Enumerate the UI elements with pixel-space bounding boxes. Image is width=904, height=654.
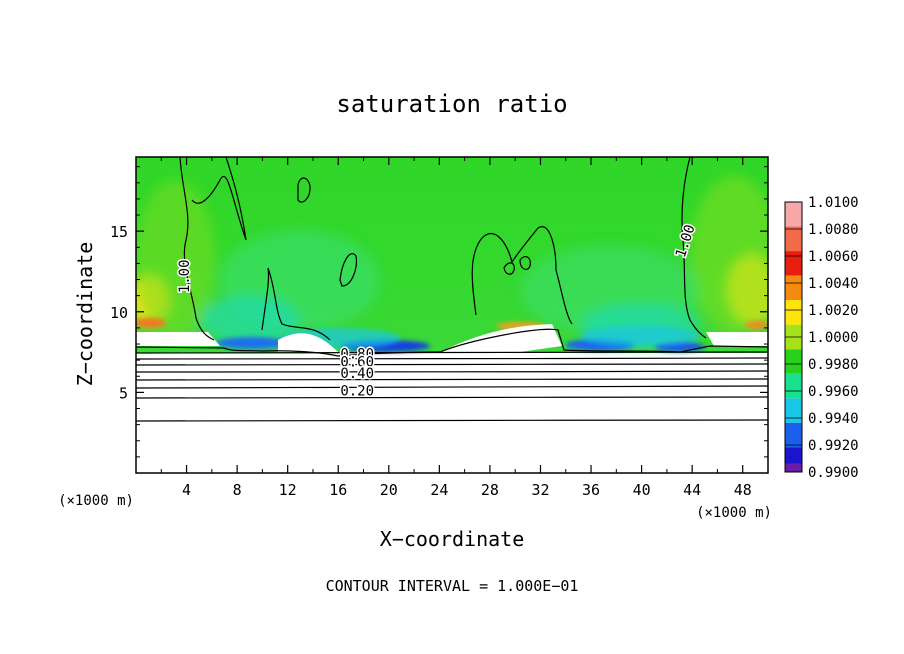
white-notch-right <box>706 332 768 346</box>
x-tick-label-4: 4 <box>182 481 191 499</box>
y-tick-label-10: 10 <box>110 304 128 322</box>
white-notch-left <box>136 332 220 346</box>
contour-blob-1 <box>297 177 311 203</box>
contour-blob-3 <box>503 262 515 275</box>
colorbar-label-0.9900: 0.9900 <box>808 465 859 481</box>
colorbar: 1.0100 1.0080 1.0060 1.0040 1.0020 1.0000 0.99… <box>784 195 859 481</box>
colorbar-label-1.0040: 1.0040 <box>808 276 859 292</box>
y-tick-label-15: 15 <box>110 223 128 241</box>
contour-1-00-right <box>681 157 707 339</box>
colorbar-swatch-0.9980 <box>785 349 802 374</box>
contour-0-30 <box>136 385 768 389</box>
colorbar-label-0.9980: 0.9980 <box>808 357 859 373</box>
field-orange-right <box>745 321 768 329</box>
y-axis: 5 10 15 <box>110 166 768 458</box>
x-axis: 4 8 12 16 20 24 28 32 36 40 44 48 <box>160 157 752 499</box>
colorbar-label-0.9960: 0.9960 <box>808 384 859 400</box>
field-blue-1 <box>216 337 288 349</box>
colorbar-swatch-0.9960 <box>785 373 802 399</box>
contour-label-3: 0.60 <box>340 355 374 371</box>
contour-1-00-mid-left <box>261 267 331 341</box>
contour-0-60 <box>136 363 768 366</box>
x-tick-label-32: 32 <box>531 481 549 499</box>
x-tick-label-36: 36 <box>582 481 600 499</box>
field-lightgreen-right <box>690 175 768 335</box>
colorbar-swatch-1.0020 <box>785 300 802 325</box>
colorbar-swatch-0.9940 <box>785 398 802 423</box>
contour-blob-2 <box>339 253 357 287</box>
colorbar-label-1.0080: 1.0080 <box>808 222 859 238</box>
field-orange-left <box>136 318 166 328</box>
field-lightgreen-left <box>136 180 215 340</box>
contour-0-70 <box>136 357 768 360</box>
x-tick-label-8: 8 <box>233 481 242 499</box>
x-tick-label-12: 12 <box>279 481 297 499</box>
colorbar-label-1.0020: 1.0020 <box>808 303 859 319</box>
colorbar-label-0.9940: 0.9940 <box>808 411 859 427</box>
x-tick-label-40: 40 <box>633 481 651 499</box>
colorbar-swatch-1.0060 <box>785 251 802 276</box>
plot-frame <box>135 156 769 474</box>
contour-blob-4 <box>519 256 531 270</box>
x-tick-label-28: 28 <box>481 481 499 499</box>
field-sky-2 <box>580 326 700 346</box>
x-tick-label-48: 48 <box>734 481 752 499</box>
colorbar-swatch-1.0040 <box>785 275 802 301</box>
field-cyan-3 <box>200 295 300 345</box>
x-tick-label-20: 20 <box>380 481 398 499</box>
x-unit-label: (×1000 m) <box>696 505 772 521</box>
colorbar-label-1.0000: 1.0000 <box>808 330 859 346</box>
contour-interval-note: CONTOUR INTERVAL = 1.000E−01 <box>326 577 579 595</box>
saturation-field <box>136 157 768 473</box>
colorbar-swatch-1.0100 <box>785 202 802 227</box>
contour-label-4: 0.40 <box>340 366 374 382</box>
y-axis-title: Z−coordinate <box>73 242 97 387</box>
y-tick-label-5: 5 <box>119 384 128 402</box>
contour-label-2: 0.80 <box>340 347 374 363</box>
chart-title: saturation ratio <box>336 90 567 118</box>
white-notch-center <box>278 333 338 352</box>
contour-0-50 <box>136 370 768 373</box>
x-tick-label-24: 24 <box>430 481 448 499</box>
colorbar-label-1.0100: 1.0100 <box>808 195 859 211</box>
colorbar-label-0.9920: 0.9920 <box>808 438 859 454</box>
colorbar-swatch-bottom <box>785 463 802 472</box>
colorbar-swatch-1.0080 <box>785 226 802 252</box>
contour-label-0: 1.00 <box>177 259 193 293</box>
colorbar-label-1.0060: 1.0060 <box>808 249 859 265</box>
x-tick-label-44: 44 <box>683 481 701 499</box>
y-unit-label: (×1000 m) <box>58 493 134 509</box>
colorbar-swatch-0.9920 <box>785 422 802 448</box>
contour-label-5: 0.20 <box>340 384 374 400</box>
contour-0-20 <box>136 396 768 399</box>
contour-lines <box>136 157 768 422</box>
contour-0-10 <box>136 419 768 422</box>
contour-0-40 <box>136 378 768 381</box>
contour-1-00-center <box>471 226 573 325</box>
x-axis-title: X−coordinate <box>380 527 525 551</box>
contour-1-00-left <box>179 157 247 341</box>
x-tick-label-16: 16 <box>329 481 347 499</box>
